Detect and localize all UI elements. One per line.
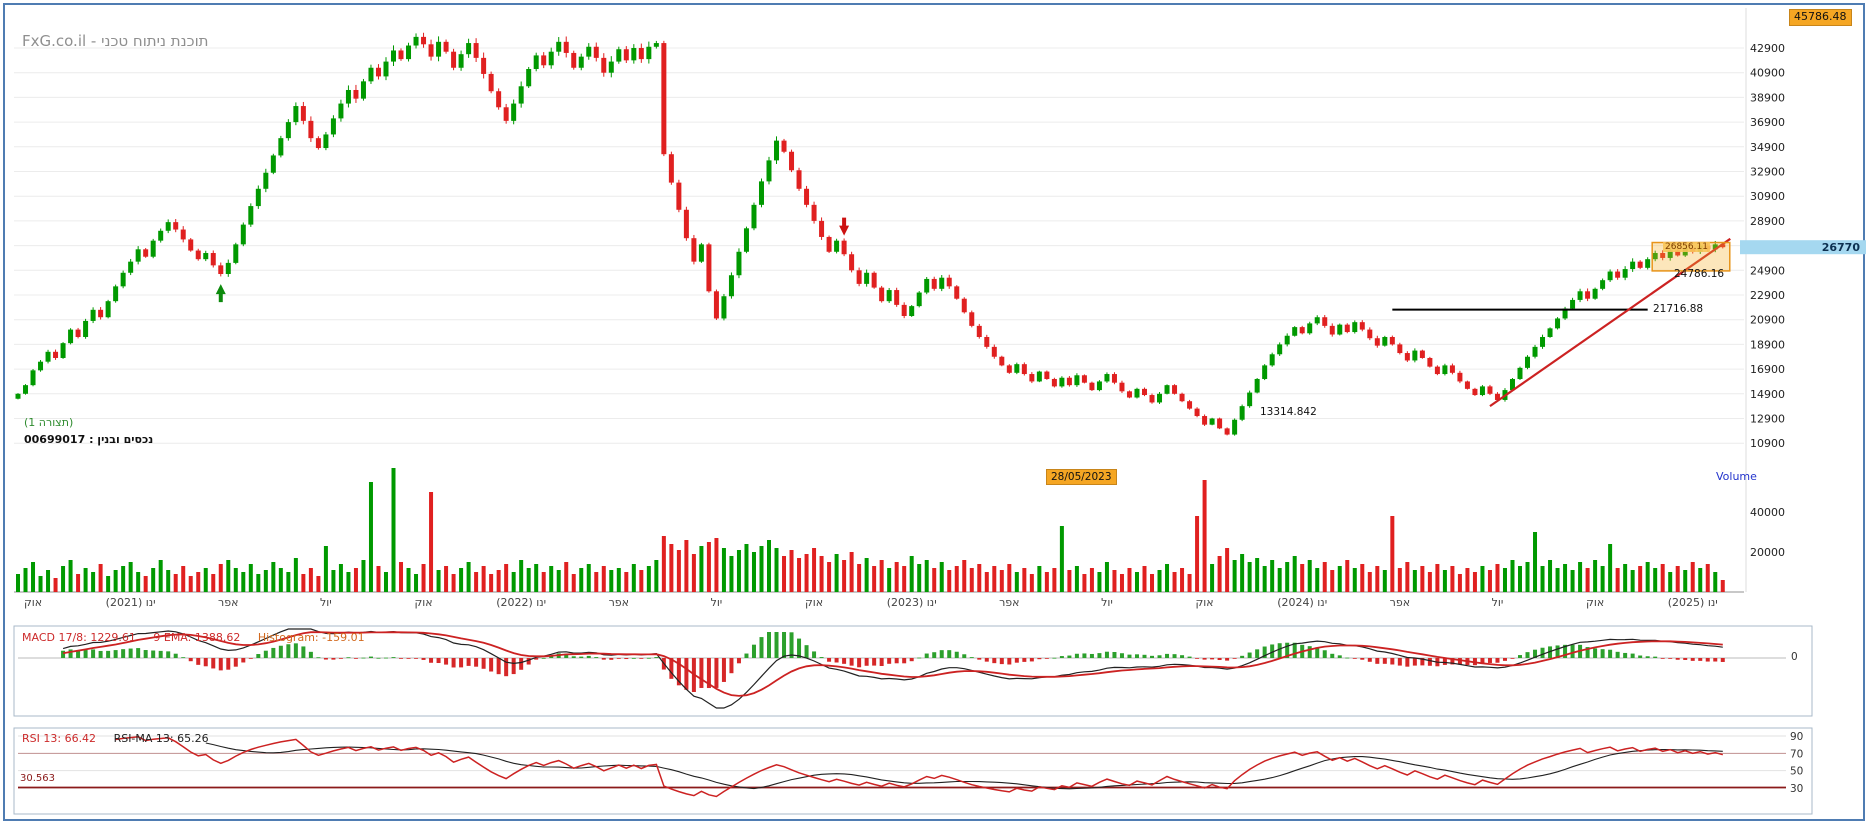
- volume-pane-label: Volume: [1716, 470, 1757, 483]
- macd-signal-line: [62, 631, 1723, 697]
- time-axis-label: יול: [320, 596, 332, 609]
- price-axis-label: 18900: [1750, 338, 1785, 351]
- trend-line: [1489, 237, 1731, 408]
- rsi-axis-label: 30: [1790, 783, 1803, 795]
- time-axis-label: אפר: [999, 596, 1019, 609]
- config-label: (תצורה 1): [24, 416, 74, 429]
- time-axis-label: אפר: [218, 596, 238, 609]
- volume-axis-label: 20000: [1750, 546, 1785, 559]
- chart-frame: [3, 3, 1865, 821]
- price-axis-label: 28900: [1750, 215, 1785, 228]
- rsi-axis-label: 90: [1790, 731, 1803, 743]
- buy-arrow-icon: [215, 284, 226, 303]
- candles: [15, 32, 1726, 436]
- all-time-high-badge: 45786.48: [1789, 9, 1852, 26]
- time-axis-label: אוק: [1586, 596, 1604, 609]
- price-axis-label: 16900: [1750, 363, 1785, 376]
- price-axis-label: 12900: [1750, 413, 1785, 426]
- time-axis-label: אפר: [609, 596, 629, 609]
- macd-histogram-label: Histogram: -159.01: [257, 631, 365, 644]
- macd-pane: [13, 625, 1813, 717]
- time-axis-label: ינו (2025): [1668, 596, 1718, 609]
- app-brand: FxG.co.il - תוכנת ניתוח טכני: [22, 32, 209, 50]
- price-axis-label: 42900: [1750, 42, 1785, 55]
- current-price-value: 26770: [1822, 241, 1861, 254]
- rsi-axis-label: 50: [1790, 766, 1803, 778]
- support-price-label: 21716.88: [1653, 303, 1704, 315]
- rsi-ma-line: [205, 742, 1723, 790]
- time-axis-label: ינו (2021): [106, 596, 156, 609]
- rsi-value-label: RSI 13: 66.42: [22, 732, 97, 745]
- price-grid: 42900 40900 38900 36900 34900 32900 30900 28900…: [14, 8, 1785, 592]
- sell-arrow-icon: [839, 217, 850, 236]
- rsi-pane: 90 70 50 30: [13, 727, 1813, 815]
- macd-value-label: MACD 17/8: 1229.61: [22, 631, 136, 644]
- price-axis-label: 34900: [1750, 141, 1785, 154]
- time-axis-label: אפר: [1390, 596, 1410, 609]
- rsi-oversold-value: 30.563: [20, 773, 55, 784]
- time-axis-label: אוק: [414, 596, 432, 609]
- time-axis-label: יול: [711, 596, 723, 609]
- price-axis-label: 30900: [1750, 190, 1785, 203]
- price-axis-label: 20900: [1750, 314, 1785, 327]
- low-point-price-label: 13314.842: [1260, 406, 1317, 418]
- price-axis-label: 22900: [1750, 289, 1785, 302]
- volume-axis-label: 40000: [1750, 506, 1785, 519]
- rsi-line: [115, 736, 1724, 798]
- rsi-ma-value-label: RSI-MA 13: 65.26: [113, 732, 209, 745]
- rsi-legend: RSI 13: 66.42 RSI-MA 13: 65.26: [22, 732, 223, 746]
- macd-ema-label: 9 EMA: 1388.62: [153, 631, 241, 644]
- price-axis-label: 32900: [1750, 166, 1785, 179]
- macd-legend: MACD 17/8: 1229.61 9 EMA: 1388.62 Histog…: [22, 631, 379, 645]
- current-price-band: 26770: [1740, 240, 1866, 255]
- price-axis-label: 40900: [1750, 67, 1785, 80]
- time-axis: אוק ינו (2021) אפר יול אוק ינו (2022) אפר יול או…: [14, 591, 1744, 609]
- time-axis-label: אוק: [24, 596, 42, 609]
- price-axis-label: 38900: [1750, 91, 1785, 104]
- date-annotation-badge[interactable]: 28/05/2023: [1046, 469, 1117, 486]
- price-axis-label: 36900: [1750, 116, 1785, 129]
- macd-zero-axis-label: 0: [1791, 651, 1798, 663]
- time-axis-label: ינו (2023): [887, 596, 937, 609]
- security-name: נכסים ובנין : 00699017: [24, 433, 154, 446]
- time-axis-label: יול: [1492, 596, 1504, 609]
- time-axis-label: אוק: [805, 596, 823, 609]
- time-axis-label: ינו (2024): [1277, 596, 1327, 609]
- resistance-price-label: 24786.16: [1674, 268, 1725, 280]
- price-axis-label: 24900: [1750, 264, 1785, 277]
- price-axis-label: 14900: [1750, 388, 1785, 401]
- selection-box-price-label: 26856.11: [1663, 242, 1710, 253]
- time-axis-label: ינו (2022): [496, 596, 546, 609]
- volume-bars: 40000 20000: [16, 468, 1785, 592]
- time-axis-label: יול: [1101, 596, 1113, 609]
- rsi-axis-label: 70: [1790, 748, 1803, 760]
- time-axis-label: אוק: [1196, 596, 1214, 609]
- price-axis-label: 10900: [1750, 437, 1785, 450]
